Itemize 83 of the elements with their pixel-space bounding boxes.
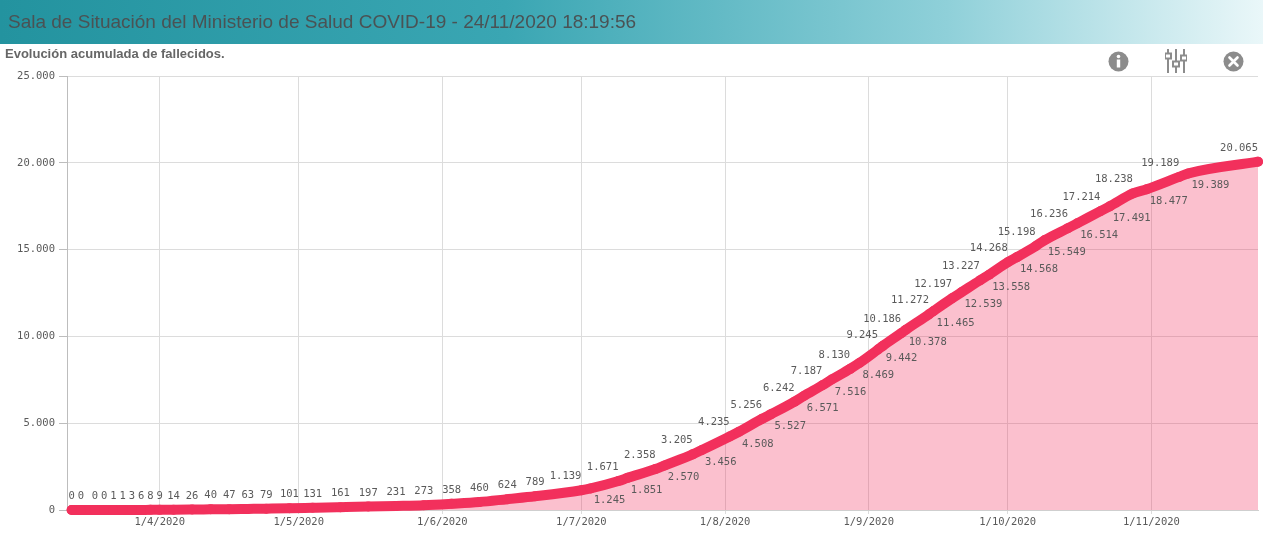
data-label: 7.516 bbox=[834, 384, 867, 397]
x-tick-label: 1/11/2020 bbox=[1122, 515, 1180, 528]
data-label: 12.539 bbox=[964, 297, 1003, 310]
y-tick-label: 20.000 bbox=[17, 155, 55, 168]
x-tick-label: 1/7/2020 bbox=[556, 515, 607, 528]
data-label: 15.198 bbox=[997, 225, 1036, 238]
chart-title: Sala de Situación del Ministerio de Salud COVID-19 - 24/11/2020 18:19:56 bbox=[8, 11, 637, 33]
data-label: 0 bbox=[77, 488, 85, 501]
data-label: 16.514 bbox=[1080, 228, 1119, 241]
data-label: 231 bbox=[386, 484, 406, 497]
data-label: 19.389 bbox=[1191, 178, 1230, 191]
data-label: 101 bbox=[279, 487, 299, 500]
data-label: 1.671 bbox=[586, 459, 619, 472]
data-label: 6.242 bbox=[762, 380, 795, 393]
data-label: 63 bbox=[241, 487, 255, 500]
data-label: 2.570 bbox=[667, 470, 700, 483]
data-label: 4.508 bbox=[741, 436, 774, 449]
data-label: 789 bbox=[525, 475, 545, 488]
data-label: 273 bbox=[414, 484, 434, 497]
data-label: 13.227 bbox=[942, 259, 980, 272]
x-tick-label: 1/4/2020 bbox=[134, 515, 185, 528]
data-label: 0 bbox=[68, 488, 75, 501]
data-label: 47 bbox=[222, 488, 236, 501]
data-label: 40 bbox=[204, 488, 217, 501]
data-label: 10.186 bbox=[863, 312, 902, 325]
y-tick-label: 0 bbox=[48, 502, 55, 515]
data-label: 17.214 bbox=[1062, 190, 1101, 203]
data-label: 18.238 bbox=[1094, 172, 1133, 185]
data-label: 12.197 bbox=[914, 277, 953, 290]
x-tick-label: 1/9/2020 bbox=[843, 515, 895, 528]
x-tick-label: 1/10/2020 bbox=[979, 515, 1037, 528]
data-label: 6 bbox=[137, 488, 145, 501]
data-label: 5.256 bbox=[730, 397, 763, 410]
y-tick-label: 15.000 bbox=[17, 242, 55, 255]
data-label: 11.465 bbox=[936, 315, 975, 328]
data-label: 15.549 bbox=[1047, 245, 1086, 258]
data-label: 20.065 bbox=[1220, 140, 1259, 153]
data-label: 0 bbox=[91, 488, 98, 501]
data-label: 8 bbox=[147, 488, 154, 501]
data-label: 161 bbox=[330, 486, 350, 499]
data-label: 13.558 bbox=[992, 279, 1031, 292]
data-label: 3 bbox=[128, 488, 136, 501]
data-label: 19.189 bbox=[1141, 155, 1180, 168]
data-label: 460 bbox=[469, 481, 489, 493]
y-tick-label: 25.000 bbox=[17, 68, 55, 81]
chart-subtitle: Evolución acumulada de fallecidos. bbox=[5, 46, 225, 61]
data-label: 26 bbox=[185, 488, 199, 501]
data-label: 17.491 bbox=[1112, 211, 1151, 224]
x-tick-label: 1/8/2020 bbox=[699, 515, 751, 528]
data-label: 1 bbox=[110, 488, 117, 501]
data-label: 1.851 bbox=[630, 482, 663, 495]
data-label: 3.205 bbox=[661, 433, 693, 446]
data-label: 9.245 bbox=[846, 328, 878, 341]
data-label: 1.245 bbox=[593, 493, 626, 506]
data-label: 2.358 bbox=[623, 448, 656, 461]
data-label: 624 bbox=[497, 478, 517, 491]
data-label: 14.568 bbox=[1020, 262, 1058, 275]
x-tick-label: 1/6/2020 bbox=[417, 515, 468, 528]
data-label: 16.236 bbox=[1030, 207, 1068, 220]
x-tick-label: 1/5/2020 bbox=[273, 515, 324, 528]
data-label: 79 bbox=[259, 487, 273, 500]
data-label: 4.235 bbox=[698, 415, 730, 428]
data-label: 11.272 bbox=[891, 293, 929, 306]
data-label: 8.130 bbox=[818, 347, 851, 360]
y-tick-label: 5.000 bbox=[23, 415, 55, 428]
data-label: 131 bbox=[303, 486, 323, 499]
y-tick-label: 10.000 bbox=[17, 329, 55, 342]
data-label: 197 bbox=[358, 485, 378, 498]
data-label: 14 bbox=[167, 488, 180, 501]
data-label: 10.378 bbox=[908, 334, 947, 347]
data-label: 7.187 bbox=[790, 364, 823, 377]
data-label: 1 bbox=[119, 488, 126, 501]
data-label: 6.571 bbox=[806, 400, 839, 413]
data-label: 18.477 bbox=[1149, 194, 1188, 207]
data-label: 1.139 bbox=[549, 469, 582, 482]
data-label: 8.469 bbox=[862, 367, 895, 380]
data-label: 0 bbox=[100, 488, 108, 501]
data-label: 9 bbox=[156, 488, 163, 501]
data-label: 358 bbox=[442, 482, 462, 495]
data-label: 14.268 bbox=[969, 241, 1008, 254]
data-label: 9.442 bbox=[885, 351, 918, 364]
data-label: 5.527 bbox=[774, 419, 807, 432]
data-label: 3.456 bbox=[704, 454, 737, 467]
